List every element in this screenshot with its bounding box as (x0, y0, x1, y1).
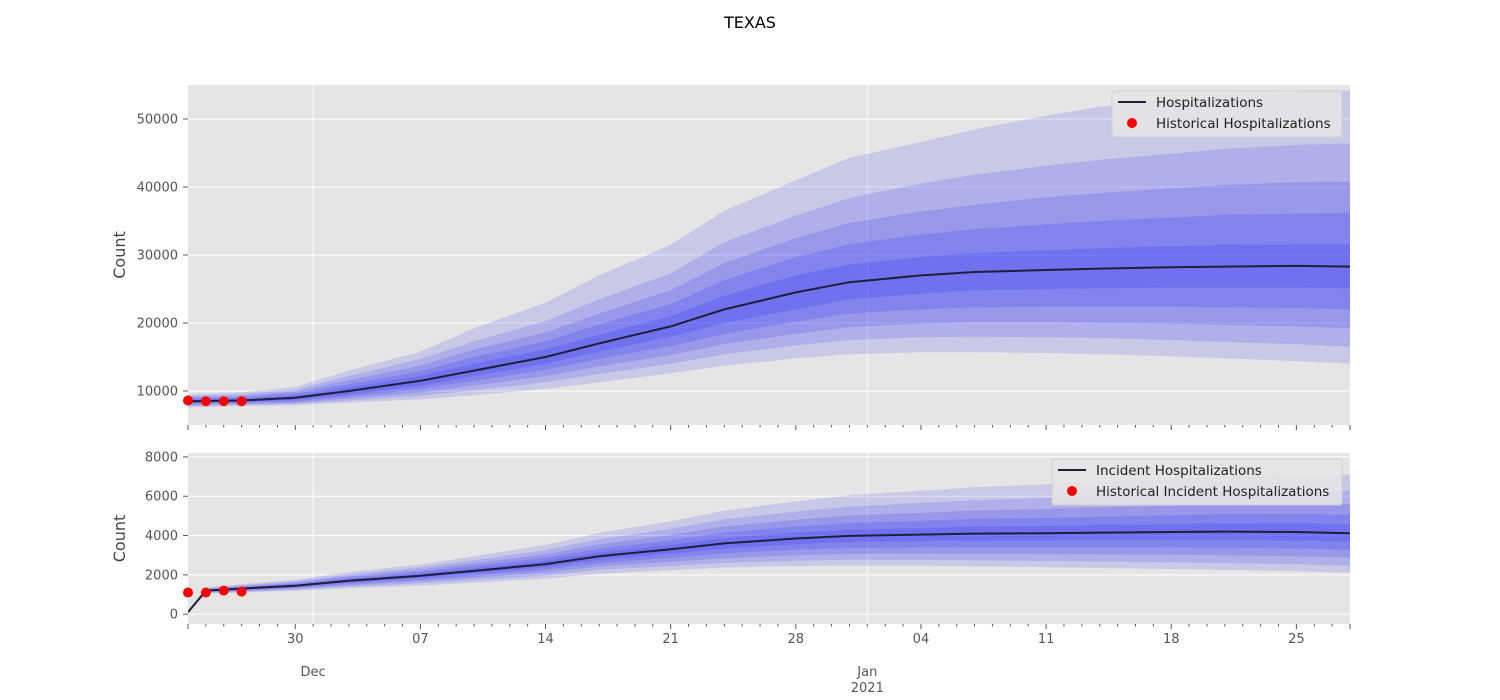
y-tick-label: 0 (170, 608, 178, 623)
y-tick-label: 50000 (137, 113, 178, 128)
y-tick-label: 20000 (137, 317, 178, 332)
historical-point (200, 587, 211, 598)
y-axis-label: Count (110, 231, 129, 279)
historical-point (236, 396, 247, 407)
band-1 (188, 244, 1350, 403)
legend-point-label: Historical Incident Hospitalizations (1096, 484, 1329, 500)
x-month-label: Jan (856, 665, 877, 680)
y-tick-label: 6000 (145, 490, 178, 505)
x-tick-label: 07 (412, 632, 429, 647)
x-tick-label: 25 (1288, 632, 1305, 647)
historical-point (218, 585, 229, 596)
legend-point-swatch (1067, 486, 1077, 496)
historical-point (183, 395, 193, 406)
incident-hospitalizations-panel: 0 2000 4000 6000 8000 Count Incident Hospitali… (110, 450, 1351, 629)
legend-line-label: Incident Hospitalizations (1096, 463, 1262, 479)
hospitalizations-panel: 10000 20000 30000 40000 50000 Count Hospitaliz… (110, 85, 1351, 430)
x-month-label: Dec (301, 665, 326, 680)
figure-title: TEXAS (723, 13, 776, 32)
legend-box (1111, 90, 1343, 138)
y-tick-label: 10000 (137, 385, 178, 400)
uncertainty-bands (188, 474, 1350, 613)
historical-point (218, 396, 229, 407)
y-tick-label: 2000 (145, 568, 178, 583)
uncertainty-bands (188, 90, 1350, 408)
x-tick-label: 11 (1038, 632, 1055, 647)
band-4 (188, 143, 1350, 406)
x-tick-label: 30 (287, 632, 304, 647)
historical-point (200, 396, 211, 407)
x-tick-label: 14 (537, 632, 554, 647)
x-tick-label: 04 (913, 632, 930, 647)
median-line (188, 530, 1350, 613)
legend-point-swatch (1127, 118, 1137, 128)
legend-box (1051, 458, 1343, 506)
y-tick-label: 40000 (137, 181, 178, 196)
band-5 (188, 90, 1350, 408)
x-tick-label: 18 (1163, 632, 1180, 647)
x-year-label: 2021 (851, 681, 884, 696)
band-2 (188, 513, 1350, 613)
band-3 (188, 181, 1350, 405)
x-tick-label: 21 (662, 632, 679, 647)
band-4 (188, 491, 1350, 613)
band-5 (188, 474, 1350, 613)
y-tick-label: 4000 (145, 529, 178, 544)
median-line (188, 264, 1350, 403)
band-2 (188, 212, 1350, 404)
band-3 (188, 503, 1350, 613)
y-axis-label: Count (110, 515, 129, 563)
legend-point-label: Historical Hospitalizations (1156, 116, 1331, 132)
historical-point (236, 586, 247, 597)
y-tick-label: 30000 (137, 249, 178, 264)
historical-point (183, 587, 193, 598)
y-tick-label: 8000 (145, 450, 178, 465)
x-tick-label: 28 (788, 632, 805, 647)
legend-line-label: Hospitalizations (1156, 95, 1263, 111)
